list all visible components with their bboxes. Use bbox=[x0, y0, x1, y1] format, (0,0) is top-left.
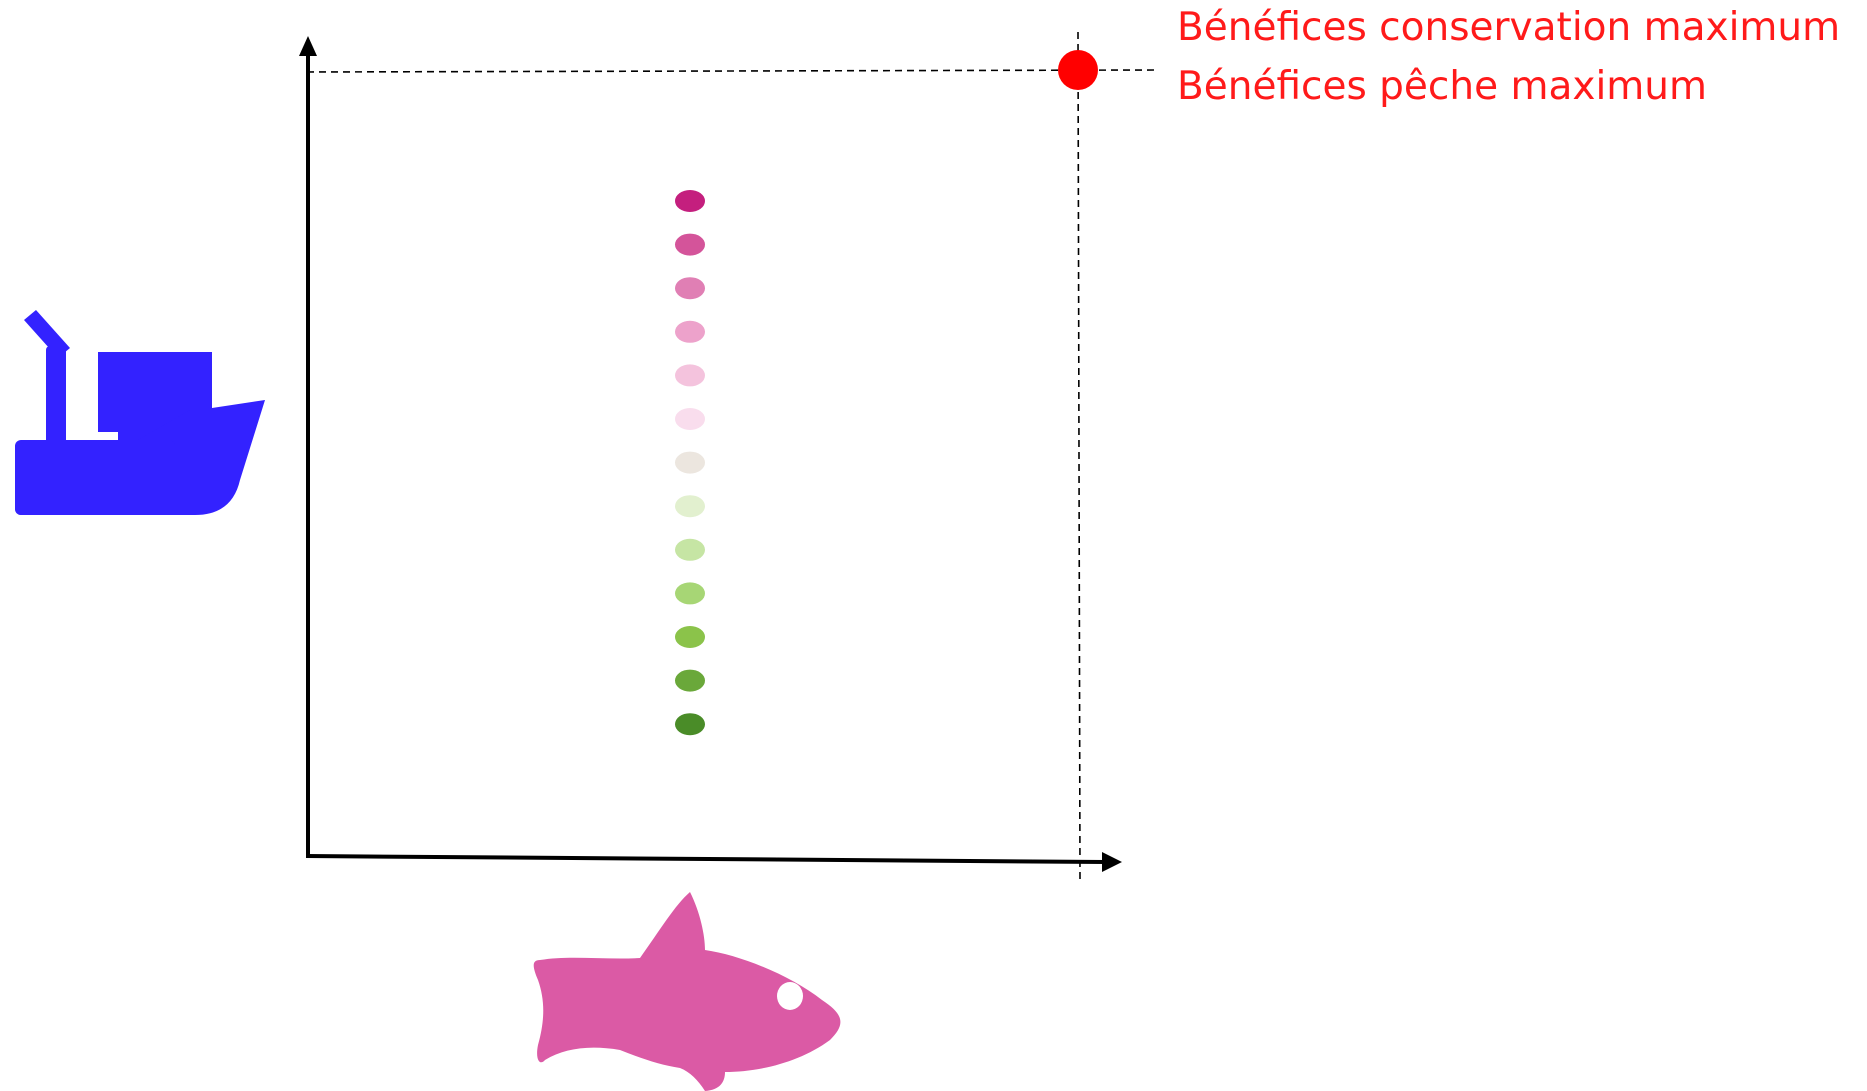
scale-dot bbox=[675, 538, 705, 561]
scale-dot bbox=[675, 626, 705, 648]
max-conservation-label: Bénéfices conservation maximum bbox=[1177, 5, 1841, 50]
y-axis-arrowhead bbox=[299, 36, 317, 56]
scale-dot bbox=[675, 408, 705, 430]
max-fishing-label: Bénéfices pêche maximum bbox=[1177, 64, 1707, 109]
scale-dot bbox=[675, 277, 705, 300]
scale-dot bbox=[675, 233, 705, 256]
fish-icon bbox=[533, 892, 841, 1091]
scale-dot bbox=[675, 582, 705, 605]
x-axis-arrowhead bbox=[1102, 852, 1122, 872]
dot-scale-column bbox=[675, 190, 705, 736]
vertical-guide-line bbox=[1077, 31, 1081, 881]
scale-dot bbox=[675, 190, 705, 212]
horizontal-guide-line bbox=[306, 69, 1156, 73]
scale-dot bbox=[675, 495, 705, 518]
scale-dot bbox=[675, 669, 705, 692]
fishing-boat-icon bbox=[15, 310, 265, 515]
scale-dot bbox=[675, 364, 705, 387]
scale-dot bbox=[675, 713, 705, 736]
max-benefit-point bbox=[1058, 50, 1098, 90]
scale-dot bbox=[675, 451, 705, 474]
scale-dot bbox=[675, 320, 705, 343]
x-axis bbox=[305, 854, 1106, 864]
